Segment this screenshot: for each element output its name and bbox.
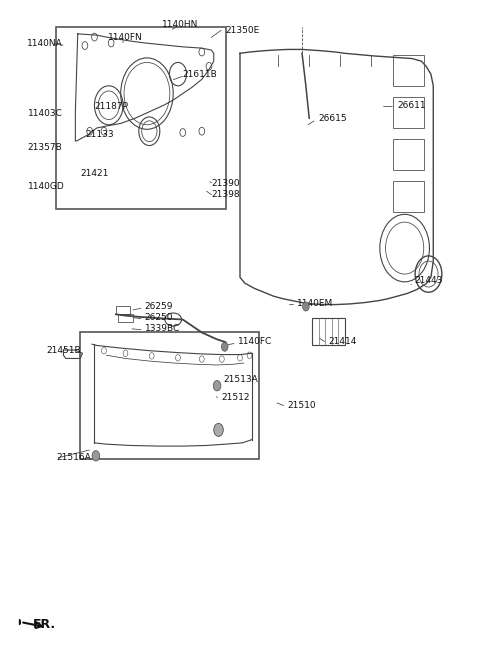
Circle shape [92, 451, 100, 461]
Text: 1140FC: 1140FC [238, 337, 272, 346]
Text: 21187P: 21187P [95, 102, 129, 111]
Text: 21398: 21398 [211, 190, 240, 199]
Text: 26259: 26259 [144, 302, 173, 311]
Text: 1140NA: 1140NA [26, 39, 62, 48]
Text: 21512: 21512 [221, 393, 250, 402]
Bar [393, 55, 424, 86]
Text: 21443: 21443 [414, 276, 443, 285]
Text: 1140FN: 1140FN [108, 33, 143, 42]
Bar [393, 181, 424, 213]
Bar [393, 139, 424, 170]
Text: 26611: 26611 [397, 101, 426, 110]
Text: 21611B: 21611B [183, 70, 217, 79]
Text: 21357B: 21357B [28, 143, 62, 152]
Bar [393, 97, 424, 128]
Circle shape [213, 381, 221, 391]
Text: 1339BC: 1339BC [144, 324, 180, 333]
Text: 21133: 21133 [85, 130, 114, 139]
Bar [312, 318, 345, 346]
Text: 21510: 21510 [288, 401, 316, 409]
Bar [118, 314, 132, 322]
Circle shape [302, 302, 309, 311]
Circle shape [221, 342, 228, 351]
Text: FR.: FR. [33, 618, 56, 631]
Text: 21350E: 21350E [226, 26, 260, 35]
Text: 21513A: 21513A [223, 376, 258, 385]
Text: 26250: 26250 [144, 313, 173, 322]
Bar [116, 306, 130, 314]
Text: 21421: 21421 [80, 169, 108, 178]
Text: 1140GD: 1140GD [28, 182, 64, 191]
Circle shape [214, 423, 223, 436]
Text: 11403C: 11403C [28, 108, 62, 117]
Text: 21390: 21390 [211, 179, 240, 188]
Polygon shape [20, 619, 21, 625]
Text: 1140HN: 1140HN [162, 20, 199, 29]
Text: 26615: 26615 [319, 113, 348, 123]
Text: 21451B: 21451B [46, 346, 81, 355]
Text: 21516A: 21516A [56, 452, 91, 462]
Text: 1140EM: 1140EM [297, 299, 334, 308]
Text: 21414: 21414 [328, 337, 357, 346]
